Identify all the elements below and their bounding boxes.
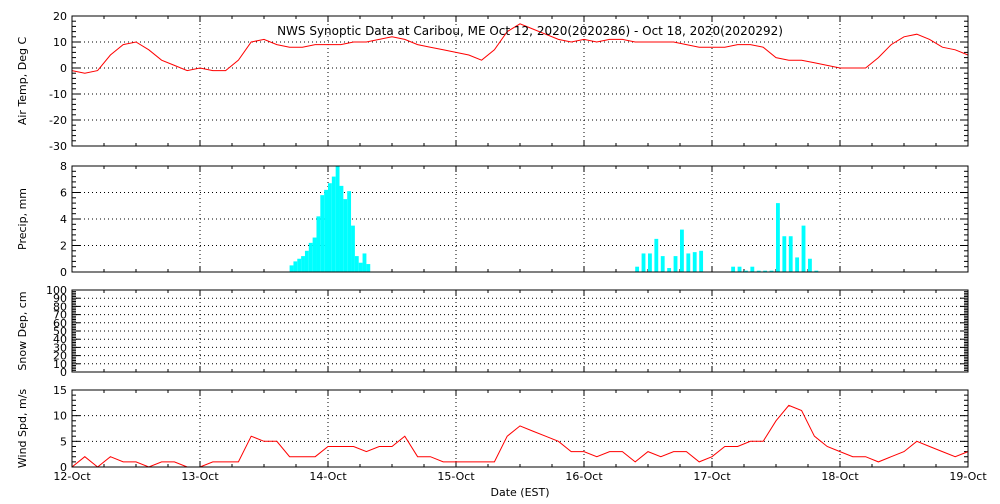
precip-bar xyxy=(316,216,321,272)
y-tick-label: 10 xyxy=(53,410,67,423)
y-axis-label: Snow Dep, cm xyxy=(16,291,29,370)
precip-bar xyxy=(347,191,352,272)
precip-bar xyxy=(354,256,359,272)
y-tick-label: 20 xyxy=(53,350,67,363)
panel-1: -30 -20 -10 0 10 20 Air Temp, Deg C xyxy=(16,10,969,153)
precip-bar xyxy=(335,166,340,272)
y-tick-label: -20 xyxy=(49,114,67,127)
series-line-4 xyxy=(71,404,969,468)
x-tick-label: 13-Oct xyxy=(181,470,219,483)
precip-bar xyxy=(328,183,332,272)
precip-bar xyxy=(320,195,325,272)
y-tick-label: 0 xyxy=(60,461,67,474)
x-tick-label: 15-Oct xyxy=(437,470,475,483)
y-tick-label: 100 xyxy=(46,284,67,297)
precip-bar xyxy=(339,185,344,272)
precip-bar xyxy=(692,252,697,272)
y-tick-label: 8 xyxy=(60,160,67,173)
precip-bar xyxy=(308,242,313,272)
y-tick-label: 0 xyxy=(60,366,67,379)
precip-bar xyxy=(324,189,328,272)
precip-bar xyxy=(801,225,806,272)
y-tick-label: 0 xyxy=(60,266,67,279)
y-axis-label: Air Temp, Deg C xyxy=(16,37,29,126)
panel-frame xyxy=(71,289,969,373)
precip-bar xyxy=(362,253,367,272)
precip-bar xyxy=(301,256,305,272)
precip-bar xyxy=(731,266,736,272)
y-tick-label: 60 xyxy=(53,317,67,330)
chart-title: NWS Synoptic Data at Caribou, ME Oct 12,… xyxy=(277,24,783,38)
precip-bar xyxy=(641,253,646,272)
precip-bar xyxy=(304,250,309,272)
x-tick-label: 14-Oct xyxy=(309,470,347,483)
y-tick-label: 10 xyxy=(53,36,67,49)
precip-bar xyxy=(343,199,348,272)
precip-bar xyxy=(808,258,812,272)
precip-bar xyxy=(744,270,748,272)
precip-bar xyxy=(312,237,317,272)
panel-4: 0 5 10 15 Wind Spd, m/s xyxy=(16,384,969,474)
precip-bar xyxy=(699,250,704,272)
y-tick-label: 4 xyxy=(60,213,67,226)
precip-bar xyxy=(648,253,652,272)
x-axis-label: Date (EST) xyxy=(490,486,549,499)
y-tick-label: 30 xyxy=(53,341,67,354)
precip-bar xyxy=(795,257,800,272)
precip-bar xyxy=(680,229,684,272)
y-tick-label: 80 xyxy=(53,300,67,313)
precip-bar xyxy=(660,256,665,272)
y-tick-label: 90 xyxy=(53,292,67,305)
x-tick-label: 12-Oct xyxy=(53,470,91,483)
y-tick-label: 15 xyxy=(53,384,67,397)
precip-bar xyxy=(776,203,780,272)
precip-bar xyxy=(769,270,774,272)
y-tick-label: 40 xyxy=(53,333,67,346)
precip-bar xyxy=(635,266,640,272)
precip-bar xyxy=(782,236,787,272)
series-line-1 xyxy=(71,23,969,74)
precip-bar xyxy=(788,236,793,272)
precip-bar xyxy=(756,270,761,272)
y-axis-label: Wind Spd, m/s xyxy=(16,389,29,469)
panel-frame xyxy=(71,165,969,273)
y-tick-label: -30 xyxy=(49,140,67,153)
y-tick-label: 50 xyxy=(53,325,67,338)
precip-bar xyxy=(289,265,294,272)
x-tick-label: 17-Oct xyxy=(693,470,731,483)
precip-bar xyxy=(750,266,755,272)
panel-frame xyxy=(71,389,969,468)
precip-bar xyxy=(814,270,819,272)
precip-bar xyxy=(297,258,302,272)
precip-bar xyxy=(667,268,672,272)
precip-bar xyxy=(293,261,298,272)
y-tick-label: -10 xyxy=(49,88,67,101)
y-tick-label: 2 xyxy=(60,240,67,253)
precip-bar xyxy=(358,262,363,272)
y-tick-label: 0 xyxy=(60,62,67,75)
y-tick-label: 10 xyxy=(53,358,67,371)
precip-bar xyxy=(351,225,355,272)
precip-bar xyxy=(686,253,691,272)
precip-bar xyxy=(673,256,678,272)
precip-bar xyxy=(331,176,336,272)
precip-bar xyxy=(763,270,768,272)
y-tick-label: 20 xyxy=(53,10,67,23)
precip-bar xyxy=(366,264,371,272)
panel-frame xyxy=(71,15,969,147)
y-tick-label: 5 xyxy=(60,435,67,448)
y-tick-label: 70 xyxy=(53,309,67,322)
precip-bar xyxy=(654,238,659,272)
precip-bar xyxy=(737,266,742,272)
y-tick-label: 6 xyxy=(60,187,67,200)
x-tick-label: 16-Oct xyxy=(565,470,603,483)
y-axis-label: Precip, mm xyxy=(16,188,29,250)
x-tick-label: 19-Oct xyxy=(949,470,987,483)
x-tick-label: 18-Oct xyxy=(821,470,859,483)
panel-2: 0 2 4 6 8 Precip, mm xyxy=(16,160,969,279)
